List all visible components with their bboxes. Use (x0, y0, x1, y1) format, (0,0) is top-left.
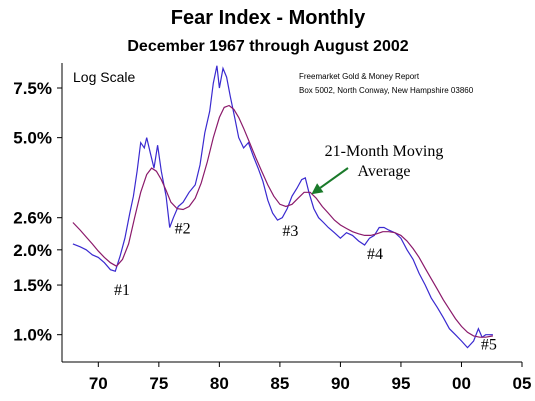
moving-average-callout: 21-Month Moving Average (311, 143, 444, 195)
y-tick-label: 7.5% (13, 79, 52, 98)
callout-arrow-head (311, 183, 324, 195)
y-tick-label: 5.0% (13, 129, 52, 148)
chart-title: Fear Index - Monthly (171, 7, 366, 29)
x-tick-label: 75 (149, 374, 168, 393)
bottom-annotations: #1 #2 #3 #4 #5 (114, 221, 497, 354)
x-tick-label: 70 (89, 374, 108, 393)
source-line-1: Freemarket Gold & Money Report (299, 72, 420, 81)
chart-subtitle: December 1967 through August 2002 (127, 38, 408, 55)
x-tick-label: 00 (452, 374, 471, 393)
series-fear-index-line (72, 65, 493, 349)
x-tick-label: 95 (391, 374, 410, 393)
log-scale-label: Log Scale (73, 69, 135, 85)
x-axis-ticks: 70 75 80 85 90 95 00 05 (89, 362, 532, 393)
series-moving-average-line (72, 104, 494, 338)
source-line-2: Box 5002, North Conway, New Hampshire 03… (299, 86, 474, 95)
y-tick-label: 1.5% (13, 276, 52, 295)
x-tick-label: 85 (270, 374, 289, 393)
x-tick-label: 90 (331, 374, 350, 393)
y-axis-ticks: 7.5% 5.0% 2.6% 2.0% 1.5% 1.0% (13, 79, 62, 345)
callout-arrow-line (319, 167, 349, 189)
annotation-label: #4 (367, 246, 383, 263)
callout-line-1: 21-Month Moving (325, 143, 444, 160)
callout-line-2: Average (358, 163, 411, 180)
annotation-label: #5 (481, 337, 497, 354)
y-tick-label: 2.0% (13, 241, 52, 260)
x-tick-label: 80 (210, 374, 229, 393)
x-tick-label: 05 (513, 374, 532, 393)
annotation-label: #3 (282, 223, 298, 240)
plot-area: 7.5% 5.0% 2.6% 2.0% 1.5% 1.0% 70 75 80 85 90 95 00 0… (13, 63, 531, 393)
annotation-label: #1 (114, 282, 130, 299)
y-tick-label: 1.0% (13, 326, 52, 345)
annotation-label: #2 (175, 221, 191, 238)
y-tick-label: 2.6% (13, 209, 52, 228)
